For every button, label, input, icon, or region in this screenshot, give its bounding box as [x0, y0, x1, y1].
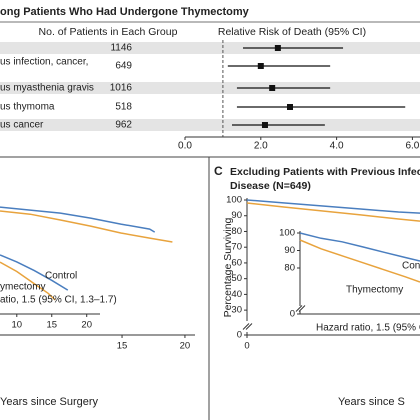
survival-curve [299, 239, 420, 283]
row-label: us thymoma [0, 102, 55, 113]
y-tick-label: 90 [231, 210, 242, 221]
estimate-marker [274, 45, 281, 51]
chart-title: Disease (N=649) [230, 180, 311, 192]
axis-break [295, 305, 303, 312]
x-tick-label: 20 [180, 341, 191, 352]
y-tick-label: 0 [290, 309, 295, 320]
x-axis-label: Years since S [338, 396, 405, 408]
survival-curve [246, 199, 420, 214]
x-tick-label: 10 [11, 320, 22, 331]
x-tick-label: 0.0 [178, 141, 192, 152]
survival-curve [0, 254, 69, 291]
y-tick-label: 30 [231, 305, 242, 316]
chart-title: ong Patients Who Had Undergone Thymectom… [0, 6, 250, 18]
x-tick-label: 0 [244, 341, 249, 352]
annotation: atio, 1.5 (95% CI, 1.3–1.7) [0, 295, 117, 306]
estimate-marker [269, 85, 276, 91]
row-label: us infection, cancer, [0, 57, 88, 68]
row-band [0, 42, 420, 54]
survival-curve [299, 232, 420, 262]
x-tick-label: 6.0 [405, 141, 419, 152]
count-cell: 962 [115, 120, 132, 131]
count-cell: 1146 [110, 43, 132, 54]
y-tick-label: 60 [231, 257, 242, 268]
axis-break [242, 323, 250, 330]
survival-curve [246, 202, 420, 222]
x-axis-label: Years since Surgery [0, 396, 99, 408]
y-tick-label: 80 [231, 226, 242, 237]
y-tick-label: 0 [237, 330, 242, 341]
x-tick-label: 2.0 [254, 141, 268, 152]
survival-curve [0, 206, 156, 233]
y-tick-label: 100 [226, 195, 242, 206]
count-cell: 518 [115, 102, 132, 113]
y-tick-label: 100 [279, 228, 295, 239]
y-tick-label: 90 [284, 245, 295, 256]
annotation: Control [402, 261, 420, 272]
row-label: us cancer [0, 120, 44, 131]
x-tick-label: 15 [46, 320, 57, 331]
axis-break [245, 323, 253, 330]
y-tick-label: 50 [231, 273, 242, 284]
panel-label: C [214, 164, 223, 178]
row-label: us myasthenia gravis [0, 83, 94, 94]
y-tick-label: 70 [231, 242, 242, 253]
survival-curve [0, 261, 56, 301]
row-band [0, 82, 420, 94]
y-tick-label: 40 [231, 289, 242, 300]
estimate-marker [261, 122, 268, 128]
annotation: Control [45, 271, 77, 282]
row-band [0, 119, 420, 131]
estimate-marker [257, 63, 264, 69]
x-tick-label: 15 [117, 341, 128, 352]
column-header: No. of Patients in Each Group [39, 26, 178, 38]
y-axis-label: Percentage Surviving [222, 217, 234, 317]
annotation: Hazard ratio, 1.5 (95% C [316, 323, 420, 334]
estimate-marker [286, 104, 293, 110]
column-header: Relative Risk of Death (95% CI) [218, 26, 366, 38]
survival-curve [0, 210, 173, 243]
count-cell: 649 [115, 61, 132, 72]
annotation: Thymectomy [346, 285, 403, 296]
annotation: ymectomy [0, 282, 46, 293]
axis-break [298, 305, 306, 312]
x-tick-label: 4.0 [330, 141, 344, 152]
chart-title: Excluding Patients with Previous Infecti… [230, 166, 420, 178]
y-tick-label: 80 [284, 263, 295, 274]
x-tick-label: 20 [81, 320, 92, 331]
count-cell: 1016 [110, 83, 133, 94]
